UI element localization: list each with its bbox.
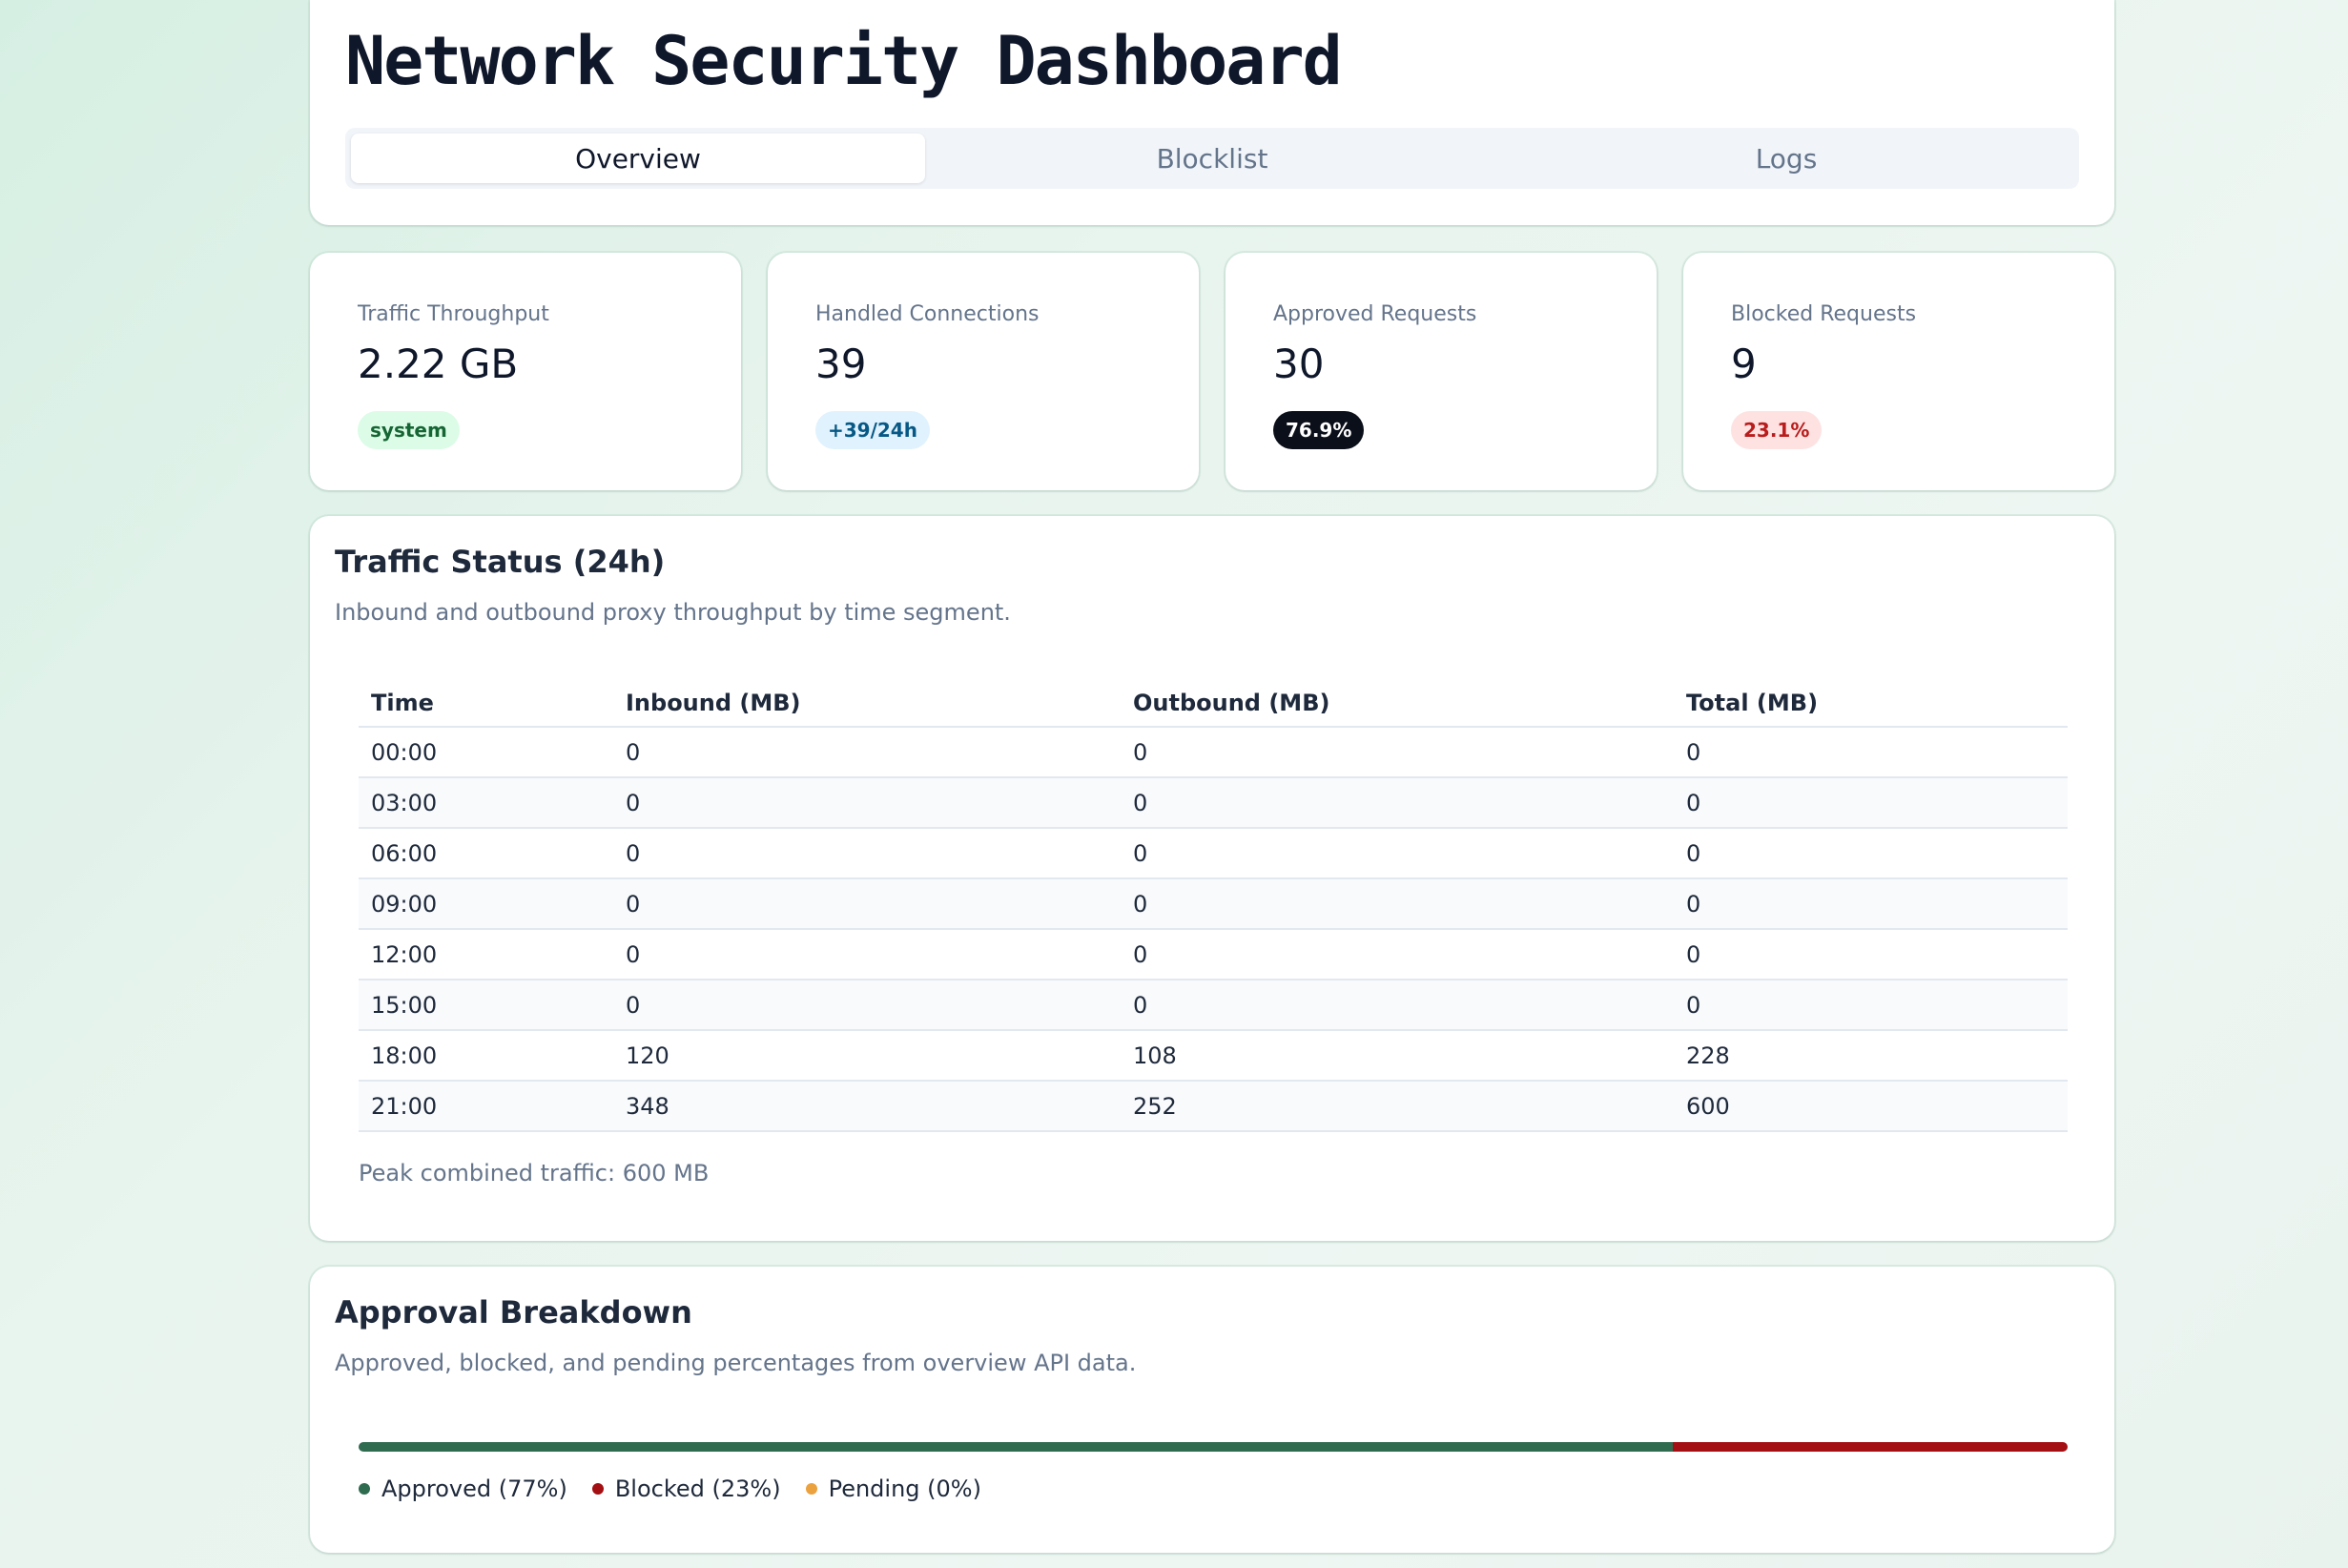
- table-cell: 252: [1121, 1081, 1674, 1132]
- section-title: Approval Breakdown: [335, 1294, 692, 1331]
- stat-card-traffic-throughput: Traffic Throughput 2.22 GB system: [310, 253, 741, 490]
- legend-dot-icon: [591, 1483, 604, 1495]
- table-cell: 12:00: [359, 929, 613, 980]
- table-cell: 09:00: [359, 878, 613, 930]
- table-cell: 108: [1121, 1030, 1674, 1082]
- approval-progress-bar: [359, 1442, 2068, 1452]
- table-cell: 0: [1674, 727, 2068, 778]
- table-cell: 0: [1674, 878, 2068, 930]
- legend-dot-icon: [805, 1483, 817, 1495]
- table-cell: 0: [1674, 929, 2068, 980]
- table-row: 12:00 0 0 0: [359, 929, 2068, 980]
- tab-logs[interactable]: Logs: [1755, 142, 1818, 175]
- status-badge: 23.1%: [1731, 411, 1823, 449]
- stat-label: Approved Requests: [1273, 302, 1477, 326]
- header-card: Network Security Dashboard Overview Bloc…: [310, 0, 2114, 225]
- stat-cards: Traffic Throughput 2.22 GB system Handle…: [310, 253, 2114, 490]
- tab-blocklist[interactable]: Blocklist: [1156, 142, 1268, 175]
- table-row: 15:00 0 0 0: [359, 980, 2068, 1031]
- table-cell: 0: [1121, 929, 1674, 980]
- table-cell: 0: [613, 929, 1121, 980]
- table-cell: 0: [613, 777, 1121, 829]
- table-cell: 0: [613, 727, 1121, 778]
- legend-item: Approved (77%): [359, 1473, 567, 1505]
- table-cell: 0: [613, 828, 1121, 879]
- page-title: Network Security Dashboard: [345, 22, 1343, 100]
- traffic-status-card: Traffic Status (24h) Inbound and outboun…: [310, 516, 2114, 1241]
- peak-traffic-note: Peak combined traffic: 600 MB: [359, 1160, 710, 1186]
- tab-overview[interactable]: Overview: [351, 134, 925, 183]
- table-cell: 0: [613, 878, 1121, 930]
- table-cell: 600: [1674, 1081, 2068, 1132]
- table-cell: 0: [1674, 980, 2068, 1031]
- column-header: Time: [359, 679, 613, 728]
- legend-label: Blocked (23%): [614, 1475, 781, 1502]
- dashboard: Network Security Dashboard Overview Bloc…: [310, 0, 2114, 1553]
- table-cell: 0: [1121, 980, 1674, 1031]
- table-cell: 0: [1121, 878, 1674, 930]
- legend-dot-icon: [359, 1483, 370, 1495]
- approval-bar-segment: [359, 1442, 1674, 1452]
- status-badge: +39/24h: [815, 411, 930, 449]
- table-cell: 0: [1121, 777, 1674, 829]
- table-cell: 00:00: [359, 727, 613, 778]
- stat-value: 9: [1731, 340, 1757, 387]
- table-row: 21:00 348 252 600: [359, 1081, 2068, 1132]
- stat-label: Traffic Throughput: [358, 302, 549, 326]
- column-header: Inbound (MB): [613, 679, 1121, 728]
- section-title: Traffic Status (24h): [335, 544, 666, 580]
- table-row: 03:00 0 0 0: [359, 777, 2068, 829]
- stat-value: 39: [815, 340, 867, 387]
- section-subtitle: Inbound and outbound proxy throughput by…: [335, 599, 1011, 626]
- table-cell: 15:00: [359, 980, 613, 1031]
- stat-value: 30: [1273, 340, 1325, 387]
- table-row: 18:00 120 108 228: [359, 1030, 2068, 1082]
- column-header: Outbound (MB): [1121, 679, 1674, 728]
- stat-card-approved-requests: Approved Requests 30 76.9%: [1225, 253, 1657, 490]
- stat-label: Blocked Requests: [1731, 302, 1917, 326]
- status-badge: system: [358, 411, 460, 449]
- stat-label: Handled Connections: [815, 302, 1040, 326]
- table-cell: 228: [1674, 1030, 2068, 1082]
- legend-label: Pending (0%): [828, 1475, 981, 1502]
- stat-card-blocked-requests: Blocked Requests 9 23.1%: [1683, 253, 2114, 490]
- section-subtitle: Approved, blocked, and pending percentag…: [335, 1350, 1137, 1376]
- tab-bar: Overview Blocklist Logs: [345, 128, 2079, 189]
- table-cell: 0: [1121, 828, 1674, 879]
- stat-value: 2.22 GB: [358, 340, 519, 387]
- table-row: 09:00 0 0 0: [359, 878, 2068, 930]
- table-cell: 18:00: [359, 1030, 613, 1082]
- stat-card-handled-connections: Handled Connections 39 +39/24h: [768, 253, 1199, 490]
- table-cell: 06:00: [359, 828, 613, 879]
- approval-breakdown-card: Approval Breakdown Approved, blocked, an…: [310, 1267, 2114, 1553]
- table-cell: 0: [1674, 777, 2068, 829]
- table-header-row: Time Inbound (MB) Outbound (MB) Total (M…: [359, 679, 2068, 728]
- approval-legend: Approved (77%) Blocked (23%) Pending (0%): [359, 1473, 2090, 1505]
- column-header: Total (MB): [1674, 679, 2068, 728]
- legend-item: Pending (0%): [805, 1473, 981, 1505]
- legend-item: Blocked (23%): [591, 1473, 781, 1505]
- table-cell: 03:00: [359, 777, 613, 829]
- approval-bar-segment: [1673, 1442, 2068, 1452]
- table-cell: 0: [1674, 828, 2068, 879]
- table-cell: 0: [613, 980, 1121, 1031]
- legend-label: Approved (77%): [381, 1475, 567, 1502]
- table-body: 00:00 0 0 0 03:00 0 0 0 06:00 0 0 0 09:00 0 0 0 12:00 0 0 0…: [359, 727, 2068, 1132]
- table-row: 06:00 0 0 0: [359, 828, 2068, 879]
- table-cell: 348: [613, 1081, 1121, 1132]
- table-row: 00:00 0 0 0: [359, 727, 2068, 778]
- table-cell: 0: [1121, 727, 1674, 778]
- table-cell: 120: [613, 1030, 1121, 1082]
- status-badge: 76.9%: [1273, 411, 1365, 449]
- traffic-table: Time Inbound (MB) Outbound (MB) Total (M…: [359, 679, 2068, 1132]
- table-cell: 21:00: [359, 1081, 613, 1132]
